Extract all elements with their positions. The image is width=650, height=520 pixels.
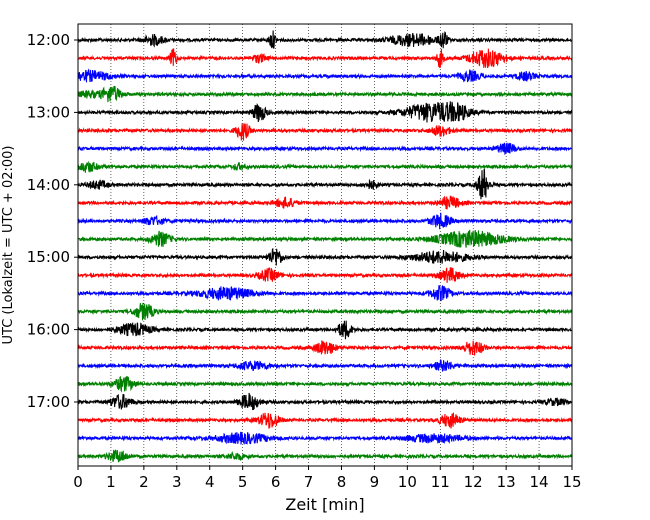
trace-1600	[77, 320, 573, 340]
x-tick-label: 9	[370, 473, 380, 491]
x-tick-label: 10	[398, 473, 417, 491]
trace-1615	[77, 340, 573, 356]
x-tick-label: 15	[562, 473, 581, 491]
trace-1645	[77, 375, 573, 393]
trace-1715	[77, 412, 573, 429]
y-tick-label: 14:00	[27, 176, 70, 194]
x-tick-label: 8	[337, 473, 347, 491]
trace-1230	[77, 68, 573, 83]
x-tick-label: 11	[431, 473, 450, 491]
trace-1545	[77, 302, 573, 321]
y-tick-label: 13:00	[27, 103, 70, 121]
plot-frame	[77, 23, 573, 467]
trace-1245	[77, 85, 573, 103]
trace-1700	[77, 392, 573, 411]
trace-1515	[77, 267, 573, 283]
x-tick-label: 3	[172, 473, 182, 491]
trace-1430	[77, 212, 573, 230]
axis-ticks: 0 1 2 3 4 5 6 7 8 9 10 11 12 13 14 1512:0013:0014:0015:…	[27, 31, 582, 491]
trace-1330	[77, 142, 573, 156]
y-tick-label: 16:00	[27, 321, 70, 339]
x-tick-label: 5	[238, 473, 248, 491]
x-tick-label: 14	[530, 473, 549, 491]
trace-1200	[77, 30, 573, 49]
x-tick-label: 12	[464, 473, 483, 491]
y-tick-label: 12:00	[27, 31, 70, 49]
x-tick-label: 6	[271, 473, 281, 491]
trace-1445	[77, 229, 573, 248]
x-tick-label: 7	[304, 473, 314, 491]
x-tick-label: 1	[106, 473, 116, 491]
y-axis-label: UTC (Lokalzeit = UTC + 02:00)	[1, 146, 16, 345]
trace-1745	[77, 449, 573, 463]
trace-1415	[77, 195, 573, 210]
trace-1215	[77, 48, 573, 69]
trace-1500	[77, 247, 573, 266]
trace-1730	[77, 431, 573, 445]
trace-1530	[77, 284, 573, 302]
x-tick-label: 4	[205, 473, 215, 491]
trace-1630	[77, 358, 573, 372]
trace-layer	[77, 30, 573, 463]
x-tick-label: 13	[497, 473, 516, 491]
trace-1345	[77, 160, 573, 173]
x-axis-label: Zeit [min]	[285, 495, 364, 514]
y-tick-label: 15:00	[27, 248, 70, 266]
x-tick-label: 0	[73, 473, 83, 491]
y-tick-label: 17:00	[27, 393, 70, 411]
trace-1400	[77, 168, 573, 200]
x-tick-label: 2	[139, 473, 149, 491]
trace-1300	[77, 101, 573, 123]
trace-1315	[77, 123, 573, 141]
